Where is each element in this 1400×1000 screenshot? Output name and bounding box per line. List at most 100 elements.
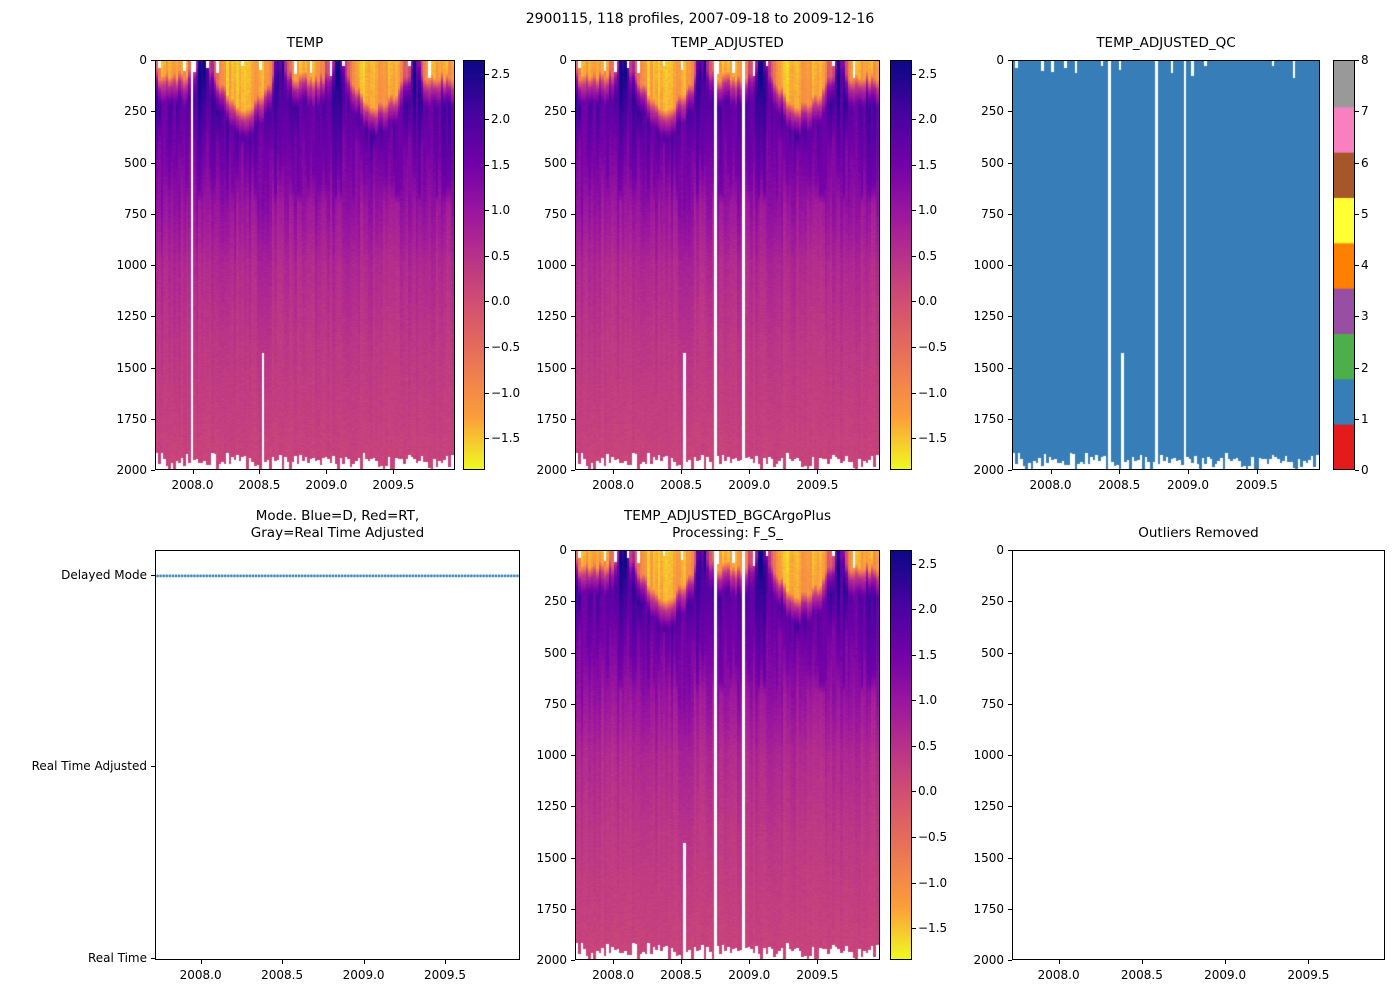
mode-title: Mode. Blue=D, Red=RT, Gray=Real Time Adj… bbox=[155, 508, 520, 542]
colorbar-tick bbox=[912, 438, 916, 440]
y-tick-label: 0 bbox=[996, 53, 1004, 67]
x-tick-label: 2008.0 bbox=[1029, 478, 1072, 492]
mode-scatter-canvas bbox=[156, 551, 519, 959]
x-tick-label: 2008.0 bbox=[592, 478, 635, 492]
colorbar-tick-label: 2.5 bbox=[918, 66, 938, 81]
y-tick bbox=[571, 418, 575, 420]
colorbar-tick bbox=[1355, 367, 1359, 369]
x-tick bbox=[749, 470, 751, 474]
colorbar-tick-label: 2.0 bbox=[918, 112, 938, 127]
x-tick bbox=[1225, 960, 1227, 964]
colorbar-tick bbox=[912, 928, 916, 930]
y-tick bbox=[571, 367, 575, 369]
mode-category-label: Real Time Adjusted bbox=[31, 759, 147, 774]
bgc-axes bbox=[575, 550, 880, 960]
colorbar-tick-label: 1.0 bbox=[918, 693, 938, 708]
mode-title-line1: Mode. Blue=D, Red=RT, bbox=[255, 508, 420, 524]
x-tick-label: 2009.0 bbox=[1167, 478, 1209, 492]
colorbar-tick bbox=[485, 210, 489, 212]
y-tick-label: 750 bbox=[981, 206, 1004, 221]
y-tick-label: 1500 bbox=[973, 850, 1004, 865]
colorbar-tick-label: −1.0 bbox=[491, 385, 521, 400]
temp-adjusted-colorbar bbox=[890, 60, 912, 470]
temp-axes bbox=[155, 60, 455, 470]
y-tick bbox=[571, 60, 575, 61]
y-tick-label: 250 bbox=[981, 594, 1004, 609]
y-tick bbox=[571, 908, 575, 910]
x-tick bbox=[200, 960, 202, 964]
x-tick-label: 2009.0 bbox=[342, 968, 385, 982]
x-tick bbox=[1058, 960, 1060, 964]
temp-adjusted-title-text: TEMP_ADJUSTED bbox=[671, 35, 784, 51]
colorbar-tick-label: 3 bbox=[1361, 309, 1369, 324]
colorbar-tick bbox=[912, 73, 916, 75]
y-tick bbox=[151, 575, 155, 576]
y-tick-label: 1250 bbox=[116, 309, 147, 324]
colorbar-tick-label: 5 bbox=[1361, 206, 1369, 221]
y-tick bbox=[571, 213, 575, 215]
temp-title-text: TEMP bbox=[286, 35, 324, 51]
temp-adjusted-title: TEMP_ADJUSTED bbox=[575, 35, 880, 52]
colorbar-tick bbox=[912, 791, 916, 793]
colorbar-tick bbox=[1355, 265, 1359, 266]
outliers-axes bbox=[1012, 550, 1385, 960]
colorbar-tick bbox=[912, 745, 916, 747]
y-tick-label: 1000 bbox=[536, 258, 567, 272]
colorbar-tick-label: 0 bbox=[1361, 463, 1369, 477]
mode-axes bbox=[155, 550, 520, 960]
temp-adjusted-axes bbox=[575, 60, 880, 470]
y-tick bbox=[571, 265, 575, 266]
x-tick bbox=[192, 470, 194, 474]
x-tick bbox=[613, 960, 615, 964]
colorbar-tick-label: 0.5 bbox=[918, 248, 938, 263]
y-tick bbox=[571, 470, 575, 471]
y-tick-label: 2000 bbox=[536, 463, 567, 477]
mode-category-label: Real Time bbox=[87, 950, 147, 965]
colorbar-tick bbox=[912, 119, 916, 121]
colorbar-tick bbox=[485, 119, 489, 121]
colorbar-tick bbox=[1355, 111, 1359, 113]
colorbar-tick-label: 0.0 bbox=[918, 294, 938, 309]
y-tick bbox=[151, 418, 155, 420]
x-tick-label: 2008.0 bbox=[171, 478, 214, 492]
colorbar-tick bbox=[912, 563, 916, 565]
colorbar-tick bbox=[1355, 470, 1359, 471]
x-tick-label: 2008.5 bbox=[660, 478, 703, 492]
y-tick bbox=[151, 957, 155, 959]
y-tick bbox=[1008, 60, 1012, 61]
colorbar-tick bbox=[912, 654, 916, 656]
colorbar-tick-label: 2.0 bbox=[491, 112, 511, 127]
y-tick-label: 2000 bbox=[116, 463, 147, 477]
x-tick bbox=[681, 960, 683, 964]
outliers-title: Outliers Removed bbox=[1012, 525, 1385, 542]
x-tick-label: 2008.0 bbox=[179, 968, 222, 982]
colorbar-tick-label: −1.0 bbox=[918, 385, 948, 400]
y-tick bbox=[1008, 652, 1012, 654]
x-tick-label: 2009.5 bbox=[1235, 478, 1278, 492]
colorbar-tick bbox=[485, 438, 489, 440]
bgc-heatmap-canvas bbox=[576, 551, 879, 959]
y-tick bbox=[1008, 470, 1012, 471]
y-tick-label: 750 bbox=[544, 206, 567, 221]
x-tick-label: 2009.5 bbox=[796, 478, 839, 492]
y-tick-label: 250 bbox=[981, 104, 1004, 119]
y-tick bbox=[1008, 162, 1012, 164]
colorbar-tick-label: 1 bbox=[1361, 411, 1369, 426]
y-tick-label: 1750 bbox=[536, 411, 567, 426]
y-tick-label: 2000 bbox=[973, 463, 1004, 477]
y-tick-label: 1750 bbox=[116, 411, 147, 426]
y-tick bbox=[1008, 111, 1012, 113]
y-tick bbox=[1008, 703, 1012, 705]
colorbar-tick bbox=[912, 392, 916, 394]
y-tick bbox=[571, 316, 575, 318]
colorbar-tick-label: −1.5 bbox=[491, 431, 521, 446]
y-tick-label: 1500 bbox=[536, 850, 567, 865]
colorbar-tick bbox=[912, 301, 916, 303]
x-tick bbox=[681, 470, 683, 474]
y-tick-label: 1250 bbox=[973, 799, 1004, 814]
mode-title-line2: Gray=Real Time Adjusted bbox=[250, 525, 425, 541]
y-tick bbox=[1008, 755, 1012, 756]
y-tick bbox=[571, 111, 575, 113]
y-tick bbox=[151, 60, 155, 61]
y-tick-label: 1750 bbox=[973, 901, 1004, 916]
